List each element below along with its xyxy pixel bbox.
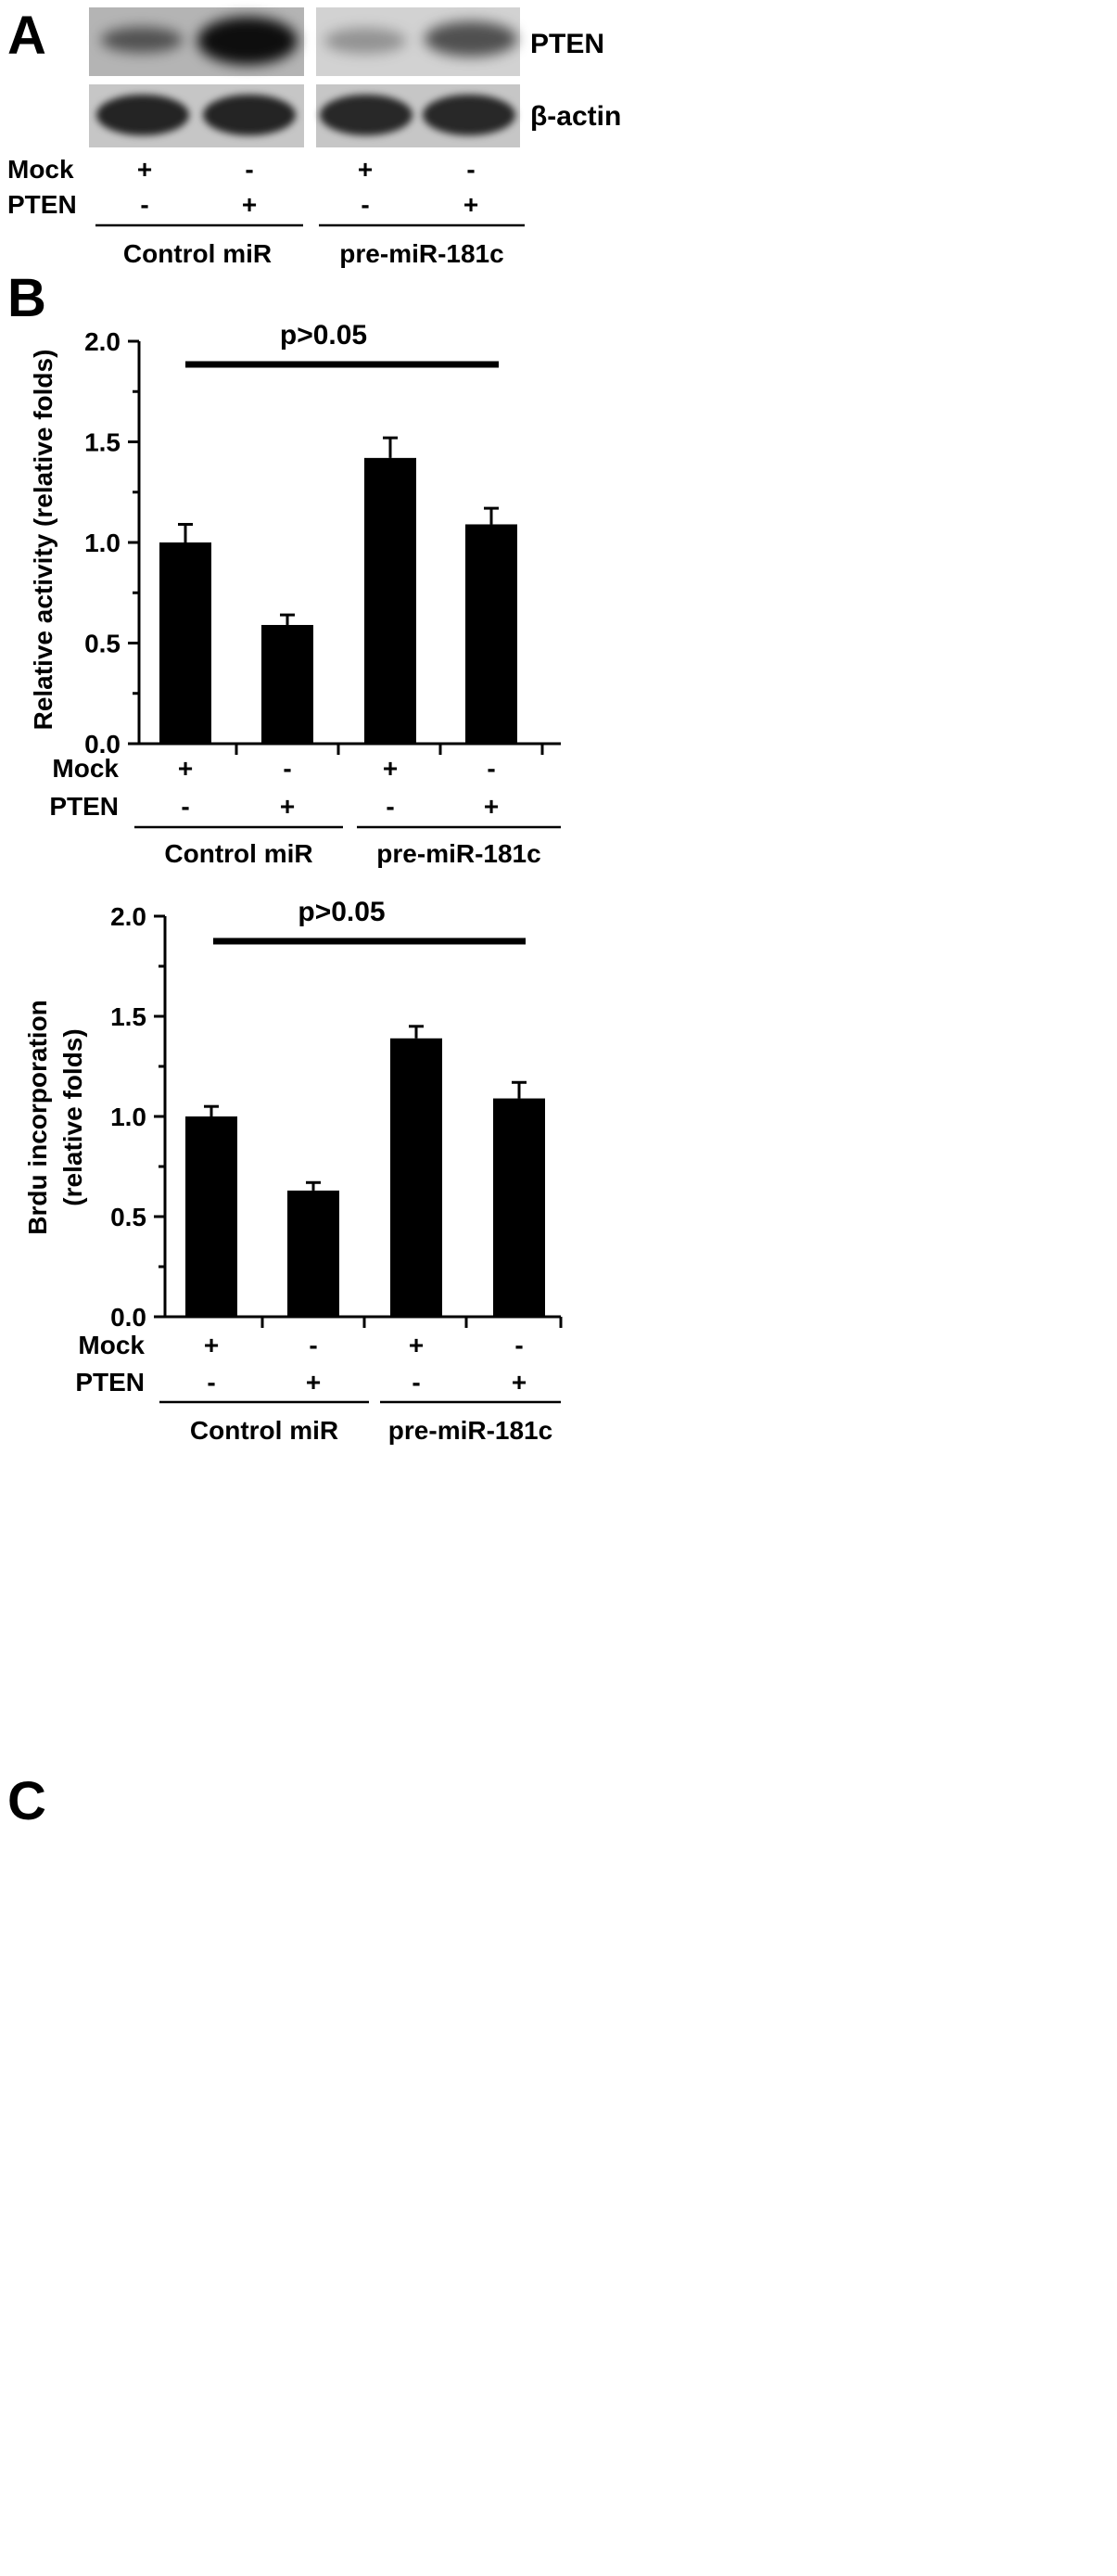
y-axis-label: Relative activity (relative folds) bbox=[29, 350, 57, 731]
sign: - bbox=[412, 1368, 420, 1396]
bar bbox=[261, 624, 313, 744]
sign: - bbox=[140, 190, 148, 219]
y-tick-label: 1.5 bbox=[84, 428, 121, 457]
group-label-control-mir: Control miR bbox=[123, 239, 272, 268]
blot-band bbox=[96, 95, 189, 135]
sign: - bbox=[309, 1331, 317, 1359]
sign: - bbox=[207, 1368, 215, 1396]
y-axis-label: Brdu incorporation bbox=[23, 1000, 52, 1235]
y-tick-label: 1.0 bbox=[110, 1103, 146, 1131]
condition-label: PTEN bbox=[75, 1368, 145, 1396]
blot-label-beta-actin: β-actin bbox=[530, 101, 621, 132]
bar bbox=[390, 1038, 442, 1317]
chart-relative-activity: 0.0 0.5 1.0 1.5 2.0 p>0.05 Relative activity (… bbox=[29, 320, 561, 868]
panel-b-letter: B bbox=[7, 268, 46, 328]
sign: + bbox=[484, 792, 499, 821]
group-label: Control miR bbox=[164, 839, 312, 868]
bar bbox=[287, 1190, 339, 1317]
sign: + bbox=[204, 1331, 219, 1359]
y-tick-label: 0.0 bbox=[110, 1303, 146, 1332]
panel-c-letter: C bbox=[7, 1771, 46, 1831]
y-tick-label: 1.0 bbox=[84, 529, 121, 557]
panel-b: B 0.0 0.5 1.0 1.5 2.0 p>0.05 Relative activity… bbox=[7, 268, 561, 868]
y-tick-label: 0.0 bbox=[84, 730, 121, 759]
chart-brdu-incorporation: 0.0 0.5 1.0 1.5 2.0 p>0.05 Brdu incorporation(… bbox=[23, 897, 563, 1445]
blot-band bbox=[324, 28, 406, 54]
sign: - bbox=[466, 155, 475, 184]
sign: - bbox=[361, 190, 369, 219]
sign: - bbox=[386, 792, 394, 821]
significance-label: p>0.05 bbox=[298, 897, 385, 927]
blot-band bbox=[320, 95, 413, 135]
y-tick-label: 0.5 bbox=[84, 630, 121, 658]
sign: + bbox=[137, 155, 152, 184]
group-label: pre-miR-181c bbox=[376, 839, 540, 868]
sign: - bbox=[181, 792, 189, 821]
sign: + bbox=[178, 754, 193, 783]
group-label: pre-miR-181c bbox=[388, 1416, 552, 1445]
blot-band bbox=[423, 95, 515, 135]
bar bbox=[493, 1098, 545, 1317]
sign: - bbox=[245, 155, 253, 184]
blot-band bbox=[101, 27, 183, 53]
bar bbox=[185, 1116, 237, 1317]
group-label: Control miR bbox=[190, 1416, 338, 1445]
blot-band bbox=[203, 95, 296, 135]
sign: + bbox=[512, 1368, 527, 1396]
panel-a: A PTEN β-actin Mock PTEN + - + - - bbox=[7, 6, 621, 268]
sign: + bbox=[463, 190, 478, 219]
sign: + bbox=[358, 155, 373, 184]
sign: + bbox=[306, 1368, 321, 1396]
y-tick-label: 1.5 bbox=[110, 1002, 146, 1031]
y-tick-label: 0.5 bbox=[110, 1203, 146, 1231]
blot-band bbox=[425, 21, 517, 57]
sign: + bbox=[242, 190, 257, 219]
significance-label: p>0.05 bbox=[280, 320, 367, 351]
sign: - bbox=[514, 1331, 523, 1359]
bar bbox=[159, 542, 211, 744]
sign: + bbox=[280, 792, 295, 821]
y-tick-label: 2.0 bbox=[84, 327, 121, 356]
sign: - bbox=[283, 754, 291, 783]
blot-band bbox=[197, 17, 298, 65]
condition-label-pten: PTEN bbox=[7, 190, 77, 219]
condition-label-mock: Mock bbox=[7, 155, 74, 184]
y-axis-label: (relative folds) bbox=[58, 1028, 87, 1205]
panel-a-letter: A bbox=[7, 6, 46, 66]
y-tick-label: 2.0 bbox=[110, 902, 146, 931]
panel-c: C 0.0 0.5 1.0 1.5 2.0 p>0.05 Brdu incorporatio… bbox=[7, 897, 563, 1831]
sign: - bbox=[487, 754, 495, 783]
condition-label: Mock bbox=[78, 1331, 145, 1359]
bar bbox=[364, 457, 416, 744]
sign: + bbox=[409, 1331, 424, 1359]
condition-label: Mock bbox=[52, 754, 119, 783]
sign: + bbox=[383, 754, 398, 783]
bar bbox=[465, 524, 517, 744]
group-label-pre-mir-181c: pre-miR-181c bbox=[339, 239, 503, 268]
blot-label-pten: PTEN bbox=[530, 29, 604, 59]
condition-label: PTEN bbox=[49, 792, 119, 821]
